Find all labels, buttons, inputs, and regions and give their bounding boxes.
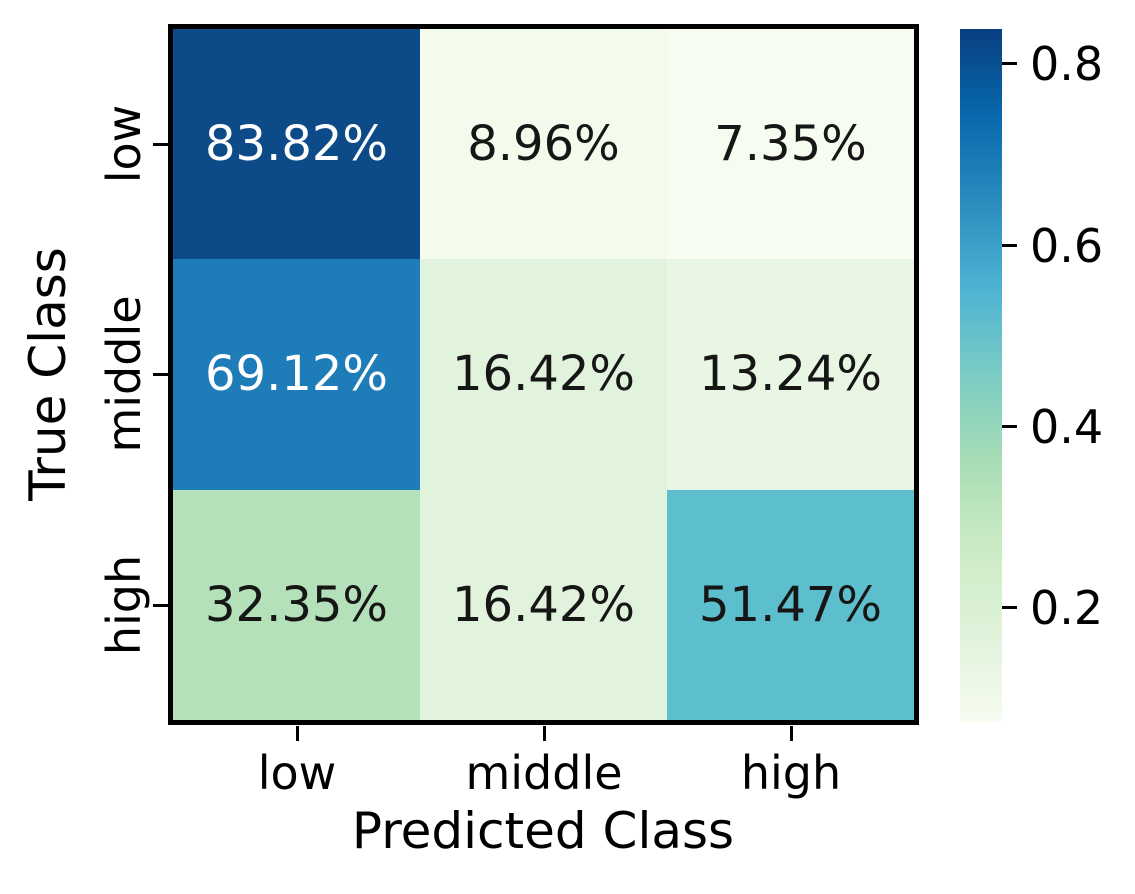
heatmap-cell-middle-high: 13.24%	[667, 259, 914, 490]
x-tick-mark	[790, 726, 793, 741]
y-tick-label-high: high	[97, 554, 151, 656]
heatmap-cell-high-high: 51.47%	[667, 489, 914, 720]
cell-value-label: 83.82%	[204, 116, 389, 173]
x-tick-label-middle: middle	[465, 746, 623, 800]
colorbar-tick-label-0-4: 0.4	[1030, 400, 1104, 454]
cell-value-label: 51.47%	[698, 576, 883, 633]
cell-value-label: 16.42%	[451, 576, 636, 633]
colorbar-gradient	[960, 29, 1002, 722]
colorbar-tick-mark	[1002, 425, 1017, 428]
colorbar-tick-label-0-8: 0.8	[1030, 37, 1104, 91]
heatmap-cell-middle-low: 69.12%	[173, 259, 420, 490]
colorbar-tick-mark	[1002, 62, 1017, 65]
heatmap-cell-high-low: 32.35%	[173, 489, 420, 720]
y-tick-mark	[153, 143, 168, 146]
cell-value-label: 7.35%	[714, 116, 867, 173]
cell-value-label: 69.12%	[204, 346, 389, 403]
heatmap-cell-low-low: 83.82%	[173, 29, 420, 260]
y-tick-mark	[153, 373, 168, 376]
y-tick-label-low: low	[97, 104, 151, 184]
heatmap-cell-low-middle: 8.96%	[420, 29, 667, 260]
heatmap-cell-low-high: 7.35%	[667, 29, 914, 260]
cell-value-label: 16.42%	[451, 346, 636, 403]
x-tick-mark	[296, 726, 299, 741]
colorbar-tick-mark	[1002, 244, 1017, 247]
cell-value-label: 13.24%	[698, 346, 883, 403]
cell-value-label: 8.96%	[467, 116, 620, 173]
x-tick-label-low: low	[257, 746, 337, 800]
y-axis-title: True Class	[19, 247, 77, 501]
x-axis-title: Predicted Class	[351, 802, 735, 860]
colorbar-tick-label-0-2: 0.2	[1030, 581, 1104, 635]
y-tick-mark	[153, 604, 168, 607]
colorbar-tick-label-0-6: 0.6	[1030, 219, 1104, 273]
colorbar-tick-mark	[1002, 606, 1017, 609]
x-tick-label-high: high	[740, 746, 842, 800]
heatmap-cell-middle-middle: 16.42%	[420, 259, 667, 490]
heatmap-cell-high-middle: 16.42%	[420, 489, 667, 720]
heatmap-grid: 83.82% 8.96% 7.35% 69.12% 16.42% 13.24% …	[168, 24, 919, 725]
x-tick-mark	[543, 726, 546, 741]
y-tick-label-middle: middle	[97, 295, 151, 453]
cell-value-label: 32.35%	[204, 576, 389, 633]
